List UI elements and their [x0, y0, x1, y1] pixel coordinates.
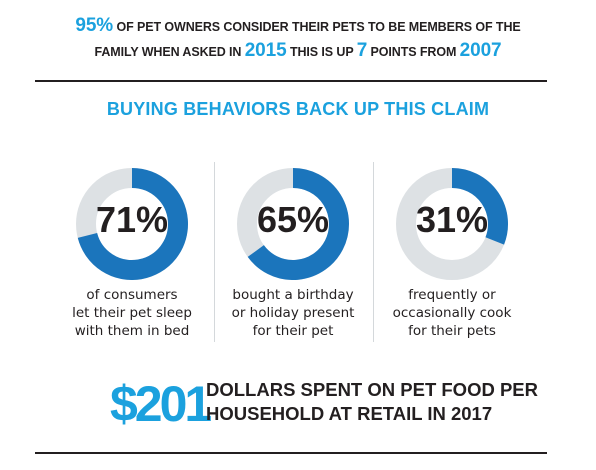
- stat-desc-1-line-3: with them in bed: [74, 323, 190, 339]
- bottom-divider: [35, 452, 547, 454]
- headline-percent: 95%: [75, 15, 114, 36]
- headline-text-1: OF PET OWNERS CONSIDER THEIR PETS TO BE …: [113, 20, 521, 34]
- column-divider-1: [214, 162, 215, 342]
- stat-card-3: 31% frequently or occasionally cook for …: [367, 168, 537, 340]
- stat-desc-3-line-1: frequently or: [408, 287, 496, 303]
- donut-chart-2: 65%: [237, 168, 349, 280]
- stat-card-2: 65% bought a birthday or holiday present…: [208, 168, 378, 340]
- stat-desc-1: of consumers let their pet sleep with th…: [47, 286, 217, 340]
- donut-arc-2: [247, 168, 349, 280]
- stat-desc-1-line-2: let their pet sleep: [72, 305, 192, 321]
- headline-line-1: 95% OF PET OWNERS CONSIDER THEIR PETS TO…: [0, 14, 596, 39]
- stat-card-1: 71% of consumers let their pet sleep wit…: [47, 168, 217, 340]
- stat-desc-2-line-1: bought a birthday: [232, 287, 354, 303]
- headline-points: 7: [356, 40, 368, 61]
- spend-amount: $201: [110, 376, 212, 432]
- donut-chart-3: 31%: [396, 168, 508, 280]
- donut-arc-3: [451, 168, 508, 245]
- headline-year-2015: 2015: [244, 40, 287, 61]
- stat-desc-2-line-3: for their pet: [252, 323, 334, 339]
- donut-value-2: 65%: [257, 199, 329, 240]
- stat-desc-1-line-1: of consumers: [86, 287, 178, 303]
- headline-text-2: FAMILY WHEN ASKED IN: [94, 45, 245, 59]
- stat-desc-3: frequently or occasionally cook for thei…: [367, 286, 537, 340]
- spend-description: DOLLARS SPENT ON PET FOOD PER HOUSEHOLD …: [206, 378, 596, 426]
- headline-line-2: FAMILY WHEN ASKED IN 2015 THIS IS UP 7 P…: [0, 39, 596, 64]
- stat-desc-3-line-3: for their pets: [408, 323, 496, 339]
- headline-year-2007: 2007: [459, 40, 502, 61]
- spend-description-line-2: HOUSEHOLD AT RETAIL IN 2017: [206, 403, 493, 424]
- headline: 95% OF PET OWNERS CONSIDER THEIR PETS TO…: [0, 14, 596, 64]
- stat-desc-2-line-2: or holiday present: [231, 305, 355, 321]
- headline-text-3: THIS IS UP: [286, 45, 357, 59]
- donut-value-3: 31%: [416, 199, 488, 240]
- donut-arc-1: [77, 168, 188, 280]
- column-divider-2: [373, 162, 374, 342]
- stat-desc-3-line-2: occasionally cook: [392, 305, 512, 321]
- subhead: BUYING BEHAVIORS BACK UP THIS CLAIM: [106, 99, 490, 119]
- top-divider: [35, 80, 547, 82]
- donut-chart-1: 71%: [76, 168, 188, 280]
- headline-text-4: POINTS FROM: [367, 45, 460, 59]
- spend-description-line-1: DOLLARS SPENT ON PET FOOD PER: [206, 379, 538, 400]
- donut-value-1: 71%: [96, 199, 168, 240]
- stat-desc-2: bought a birthday or holiday present for…: [208, 286, 378, 340]
